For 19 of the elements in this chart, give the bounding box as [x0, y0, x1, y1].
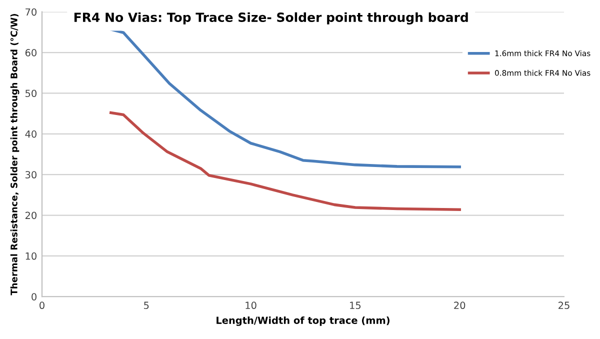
x-tick-label: 10	[246, 302, 256, 310]
y-tick-label: 60	[25, 49, 36, 56]
y-tick-label: 70	[26, 8, 36, 16]
y-tick-label: 50	[26, 90, 36, 98]
line-series	[110, 111, 461, 211]
x-tick-label: 25	[558, 302, 570, 310]
y-tick-label: 30	[26, 171, 36, 178]
x-axis-title: Length/Width of top trace (mm)	[216, 316, 390, 326]
x-tick-label: 5	[144, 302, 149, 310]
x-tick-label: 20	[454, 302, 466, 310]
y-tick-label: 0	[32, 293, 36, 300]
x-tick-label: 0	[40, 302, 44, 310]
x-tick-label: 15	[350, 302, 361, 310]
chart-title: FR4 No Vias: Top Trace Size- Solder point through board	[74, 12, 468, 25]
line-series	[110, 28, 461, 168]
y-tick-label: 20	[25, 212, 36, 220]
y-axis-title: Thermal Resistance, Solder point through Board (°C/W)	[10, 14, 20, 296]
y-tick-label: 10	[26, 252, 36, 260]
y-tick-label: 40	[25, 130, 36, 138]
